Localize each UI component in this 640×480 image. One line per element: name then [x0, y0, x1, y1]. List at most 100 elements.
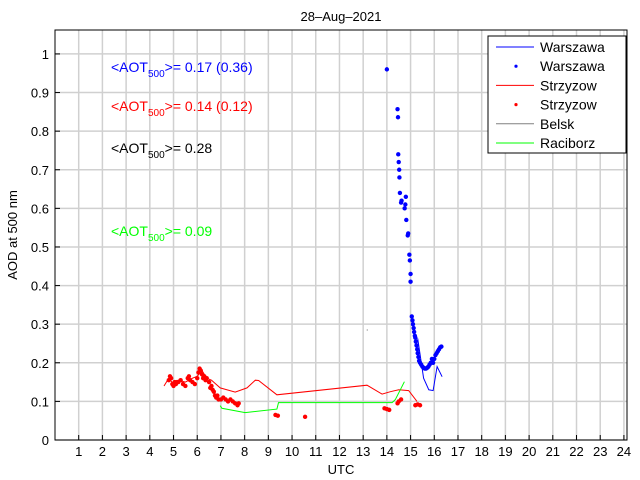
- mean-aot-annotation: <AOT500>= 0.28: [111, 140, 212, 161]
- x-tick-label: 4: [146, 444, 153, 459]
- legend-label: Warszawa: [540, 39, 605, 55]
- y-tick-label: 0.7: [31, 163, 49, 178]
- data-point: [397, 175, 402, 180]
- legend-label: Belsk: [540, 116, 575, 132]
- data-point: [417, 403, 423, 408]
- annotation-prefix: <AOT: [111, 98, 148, 114]
- x-tick-label: 13: [356, 444, 370, 459]
- data-point: [416, 354, 421, 360]
- x-tick-label: 7: [217, 444, 224, 459]
- data-point: [396, 152, 401, 157]
- data-point: [410, 318, 415, 323]
- x-tick-label: 1: [75, 444, 82, 459]
- legend: Warszawa Warszawa Strzyzow Strzyzow Belsk Rac…: [487, 35, 627, 154]
- data-point: [407, 252, 412, 257]
- x-tick-label: 2: [99, 444, 106, 459]
- legend-entry: Warszawa: [496, 39, 605, 55]
- data-point: [209, 383, 214, 389]
- data-point: [396, 159, 401, 165]
- legend-dot-swatch: [514, 103, 518, 107]
- series-warszawa-line: [417, 338, 443, 392]
- legend-entry: Belsk: [496, 116, 575, 132]
- line-raciborz: [219, 381, 405, 414]
- legend-entry: Raciborz: [496, 135, 595, 151]
- x-tick-label: 12: [332, 444, 346, 459]
- x-tick-label: 22: [569, 444, 583, 459]
- data-point: [411, 325, 416, 331]
- plot-frame: [54, 29, 628, 441]
- series-strzyzow-dot: [166, 366, 423, 420]
- annotation-subscript: 500: [148, 108, 165, 119]
- x-tick-label: 15: [403, 444, 417, 459]
- data-point: [396, 167, 402, 172]
- annotation-value: >= 0.28: [165, 140, 213, 156]
- data-point: [415, 350, 420, 356]
- data-point: [398, 397, 404, 402]
- data-point: [192, 381, 198, 387]
- y-tick-label: 0.3: [31, 317, 49, 332]
- annotation-prefix: <AOT: [111, 223, 148, 239]
- y-tick-label: 1: [42, 47, 49, 62]
- data-point: [387, 407, 392, 413]
- data-point: [432, 356, 437, 362]
- y-tick-label: 0.6: [31, 201, 49, 216]
- mean-aot-annotation: <AOT500>= 0.09: [111, 223, 212, 244]
- data-point: [399, 198, 404, 203]
- series-warszawa-dot: [384, 67, 444, 371]
- annotation-prefix: <AOT: [111, 140, 148, 156]
- data-point: [198, 368, 203, 373]
- x-tick-label: 20: [522, 444, 536, 459]
- data-point: [430, 360, 436, 365]
- series-layer: [163, 67, 444, 420]
- legend-box: [487, 35, 627, 154]
- axis-ticks: 1 2 3 4 5 6 7 8 9 10 11 12 13 14 15 16 17 18 19 20 21 22 23 240…: [31, 47, 631, 459]
- data-point: [410, 321, 416, 327]
- data-point: [186, 374, 192, 379]
- x-axis-label: UTC: [328, 462, 355, 477]
- series-raciborz-line: [219, 381, 405, 414]
- y-tick-label: 0.9: [31, 86, 49, 101]
- data-point: [195, 376, 200, 381]
- data-point: [411, 329, 417, 335]
- data-point: [397, 190, 403, 196]
- data-point: [415, 347, 420, 352]
- data-point: [402, 206, 407, 211]
- data-point: [302, 414, 308, 420]
- data-point: [395, 106, 400, 112]
- data-point: [409, 314, 414, 319]
- legend-label: Raciborz: [540, 135, 595, 151]
- x-tick-label: 16: [427, 444, 441, 459]
- x-tick-label: 6: [194, 444, 201, 459]
- data-point: [206, 379, 212, 385]
- x-tick-label: 23: [593, 444, 607, 459]
- x-tick-label: 19: [498, 444, 512, 459]
- y-axis-label: AOD at 500 nm: [5, 190, 20, 280]
- data-point: [403, 194, 409, 199]
- data-point: [178, 377, 183, 383]
- x-tick-label: 21: [546, 444, 560, 459]
- data-point: [275, 413, 281, 418]
- data-point: [414, 343, 419, 348]
- x-tick-label: 14: [380, 444, 394, 459]
- data-point: [204, 376, 209, 381]
- annotation-value: >= 0.17 (0.36): [165, 59, 253, 75]
- x-tick-label: 8: [241, 444, 248, 459]
- data-point: [404, 217, 409, 223]
- y-tick-label: 0: [42, 433, 49, 448]
- y-tick-label: 0.8: [31, 124, 49, 139]
- x-tick-label: 11: [309, 444, 323, 459]
- line-warszawa: [417, 338, 443, 392]
- annotation-value: >= 0.09: [165, 223, 213, 239]
- data-point: [407, 258, 413, 263]
- annotation-subscript: 500: [148, 233, 165, 244]
- data-point: [405, 233, 410, 238]
- legend-label: Strzyzow: [540, 77, 598, 93]
- data-point: [413, 339, 418, 344]
- annotation-prefix: <AOT: [111, 59, 148, 75]
- x-tick-label: 5: [170, 444, 177, 459]
- legend-entry: Strzyzow: [496, 77, 598, 93]
- mean-aot-annotation: <AOT500>= 0.14 (0.12): [111, 98, 253, 119]
- legend-entry: Warszawa: [514, 58, 605, 74]
- annotation-subscript: 500: [148, 150, 165, 161]
